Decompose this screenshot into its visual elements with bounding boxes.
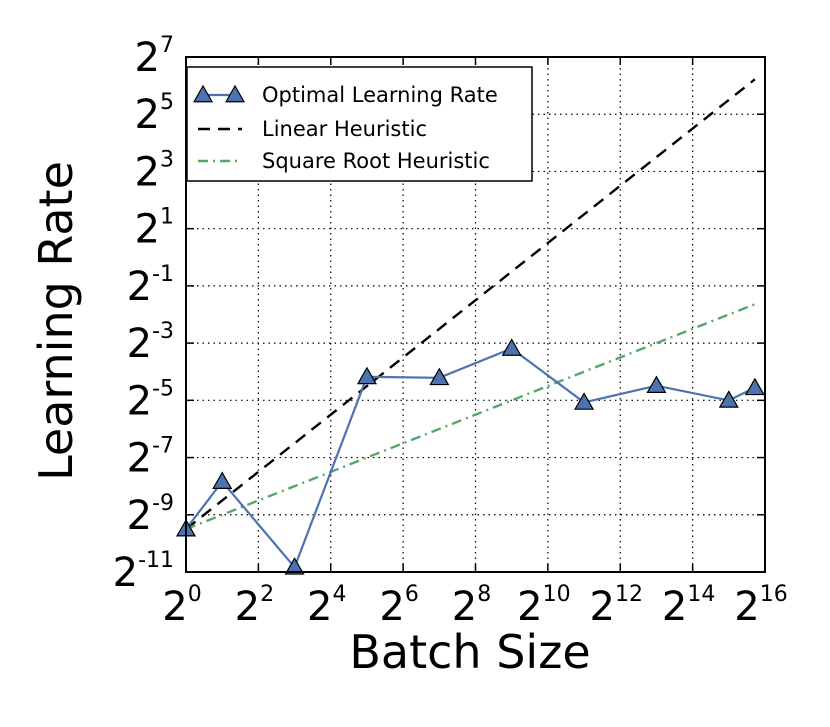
x-tick-exponent: 10 [543, 582, 571, 607]
x-tick-base: 2 [307, 584, 332, 630]
y-tick-label: 2-7 [127, 434, 174, 482]
x-tick-base: 2 [590, 584, 615, 630]
data-point-marker [429, 367, 450, 386]
x-tick-exponent: 6 [405, 582, 419, 607]
x-tick-base: 2 [162, 584, 187, 630]
data-point-marker [212, 471, 233, 489]
y-tick-label: 2-1 [127, 262, 174, 310]
legend-entry: Optimal Learning Rate [192, 83, 498, 107]
legend-label: Optimal Learning Rate [262, 83, 498, 107]
data-point-marker [646, 375, 667, 394]
series-linear-heuristic [186, 78, 756, 531]
data-point-marker [356, 366, 377, 385]
series-markers [175, 338, 765, 575]
x-axis-label: Batch Size [349, 625, 590, 679]
x-tick-base: 2 [235, 584, 260, 630]
y-tick-base: 2 [127, 378, 152, 424]
data-point-marker [284, 557, 305, 575]
x-tick-base: 2 [734, 584, 759, 630]
series-line [186, 303, 756, 531]
y-tick-label: 2-9 [127, 491, 174, 539]
y-tick-label: 21 [135, 205, 174, 253]
x-tick-label: 212 [590, 582, 643, 630]
data-point-marker [501, 338, 522, 356]
x-tick-label: 210 [517, 582, 570, 630]
y-tick-label: 2-5 [127, 376, 174, 424]
y-tick-label: 25 [135, 90, 174, 138]
y-tick-base: 2 [127, 436, 152, 482]
y-tick-base: 2 [135, 207, 160, 253]
series-optimal-learning-rate [186, 347, 756, 570]
legend-marker [224, 84, 246, 103]
x-tick-base: 2 [452, 584, 477, 630]
x-tick-label: 216 [734, 582, 787, 630]
series-line [186, 78, 756, 531]
y-tick-base: 2 [135, 92, 160, 138]
data-point-marker [574, 392, 595, 410]
legend-label: Square Root Heuristic [262, 149, 490, 173]
y-tick-exponent: 5 [160, 90, 174, 115]
x-tick-exponent: 2 [260, 582, 274, 607]
y-tick-exponent: 1 [160, 205, 174, 230]
x-tick-label: 24 [307, 582, 346, 630]
axis-ticks: 20 22 24 26 28 210 212 214 2162-112-92-72-52-32-… [113, 33, 788, 630]
y-tick-label: 2-11 [113, 548, 174, 596]
y-tick-exponent: -9 [152, 491, 174, 516]
x-tick-label: 214 [662, 582, 715, 630]
y-tick-base: 2 [113, 550, 138, 596]
y-tick-exponent: -1 [152, 262, 174, 287]
legend-entry: Square Root Heuristic [198, 149, 490, 173]
x-tick-label: 26 [379, 582, 418, 630]
legend-marker [192, 84, 214, 103]
grid-lines [186, 57, 765, 572]
x-tick-exponent: 16 [760, 582, 788, 607]
series-line [186, 347, 756, 570]
y-tick-exponent: -7 [152, 434, 174, 459]
x-tick-exponent: 8 [477, 582, 491, 607]
y-tick-exponent: 3 [160, 147, 174, 172]
y-tick-label: 23 [135, 147, 174, 195]
x-tick-base: 2 [517, 584, 542, 630]
y-tick-base: 2 [135, 149, 160, 195]
x-tick-label: 22 [235, 582, 274, 630]
x-tick-base: 2 [379, 584, 404, 630]
x-tick-label: 28 [452, 582, 491, 630]
x-tick-base: 2 [662, 584, 687, 630]
legend-entry: Linear Heuristic [198, 117, 427, 141]
y-tick-exponent: -5 [152, 376, 174, 401]
legend-label: Linear Heuristic [262, 117, 427, 141]
y-tick-label: 2-3 [127, 319, 174, 367]
x-tick-exponent: 4 [332, 582, 346, 607]
legend-box [186, 66, 533, 182]
y-tick-base: 2 [127, 493, 152, 539]
series-square-root-heuristic [186, 303, 756, 531]
y-tick-base: 2 [127, 264, 152, 310]
y-tick-exponent: -11 [138, 548, 174, 573]
y-tick-exponent: 7 [160, 33, 174, 58]
x-tick-exponent: 0 [188, 582, 202, 607]
x-tick-label: 20 [162, 582, 201, 630]
data-point-marker [718, 390, 739, 408]
y-tick-base: 2 [135, 35, 160, 81]
x-tick-exponent: 14 [687, 582, 715, 607]
plot-series [175, 78, 765, 575]
y-tick-label: 27 [135, 33, 174, 81]
data-point-marker [744, 377, 765, 396]
x-tick-exponent: 12 [615, 582, 643, 607]
y-tick-base: 2 [127, 321, 152, 367]
legend: Optimal Learning Rate Linear Heuristic Squ… [186, 66, 533, 182]
y-axis-label: Learning Rate [29, 161, 83, 481]
y-tick-exponent: -3 [152, 319, 174, 344]
